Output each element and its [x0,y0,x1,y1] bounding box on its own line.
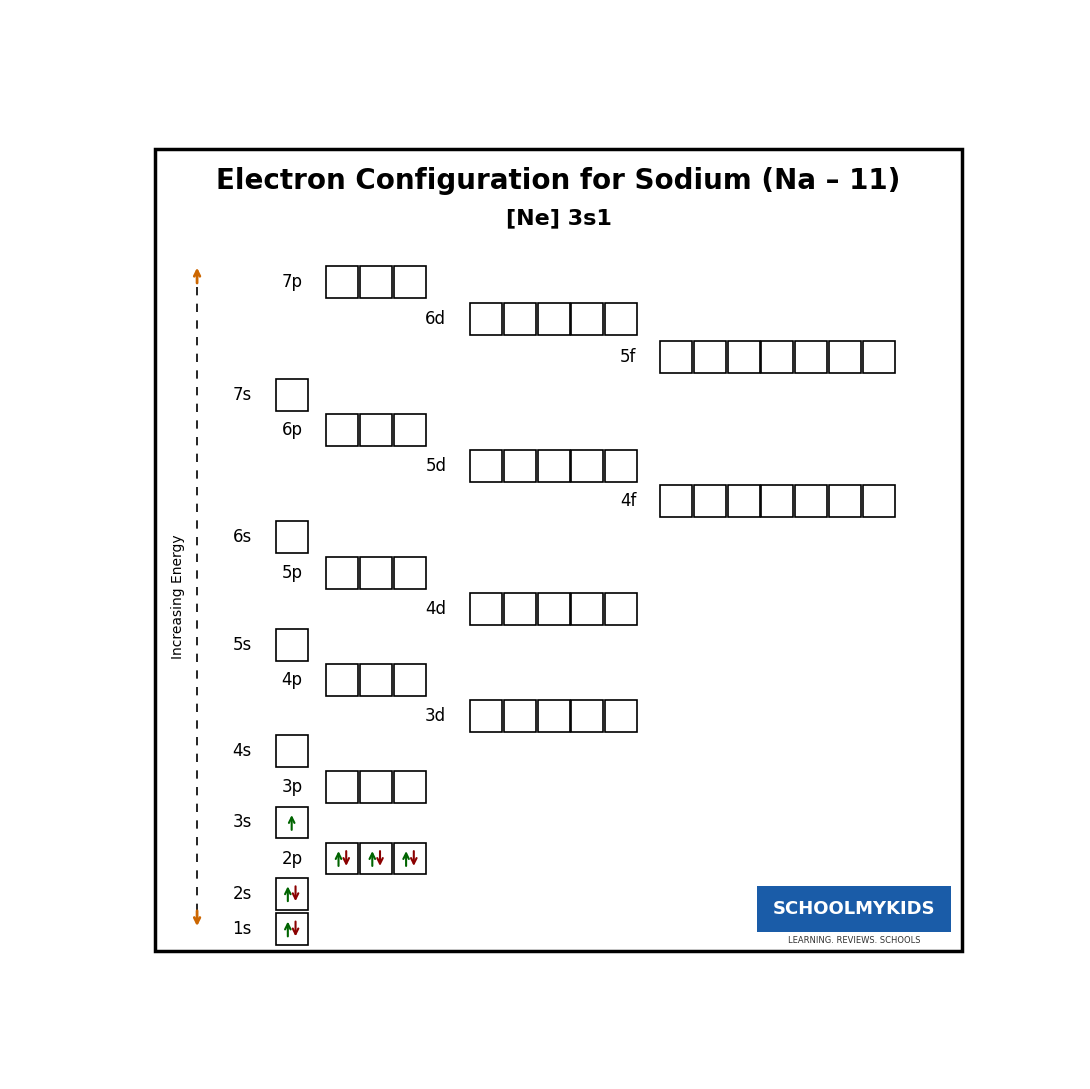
Bar [470,304,502,335]
Bar [326,771,359,804]
Bar [276,913,307,945]
Bar [571,450,604,482]
Bar [276,807,307,839]
Text: 2s: 2s [232,884,252,903]
Text: 4d: 4d [425,600,446,617]
Bar [276,379,307,411]
Bar [829,486,861,517]
Bar [571,592,604,625]
Text: Increasing Energy: Increasing Energy [171,535,185,659]
Bar [504,450,536,482]
Text: 6d: 6d [425,310,446,329]
Bar [393,266,426,297]
Text: 3d: 3d [425,707,446,725]
Bar [276,878,307,909]
Bar [537,450,570,482]
Text: 6s: 6s [233,528,252,547]
Bar [829,341,861,374]
Text: 7s: 7s [233,386,252,404]
Bar [470,592,502,625]
Bar [326,558,359,589]
Bar [728,341,760,374]
Text: 6p: 6p [281,421,303,439]
Bar [504,700,536,732]
Bar [605,592,638,625]
Text: 2p: 2p [281,849,303,868]
Bar [796,486,827,517]
Bar [470,700,502,732]
Bar [276,735,307,767]
Bar [360,843,392,874]
Bar [470,450,502,482]
Bar [537,304,570,335]
Text: 5p: 5p [281,564,303,583]
Bar [393,414,426,446]
Bar [694,341,726,374]
Bar [360,664,392,696]
Bar [393,664,426,696]
Bar [537,700,570,732]
Bar [504,304,536,335]
Bar [605,700,638,732]
Bar [504,592,536,625]
Bar [276,628,307,661]
Bar [863,341,895,374]
Text: 5s: 5s [233,636,252,653]
Bar [326,414,359,446]
Text: LEARNING. REVIEWS. SCHOOLS: LEARNING. REVIEWS. SCHOOLS [788,937,921,945]
Text: 4f: 4f [620,492,637,511]
Bar [326,664,359,696]
Bar [360,558,392,589]
Bar [393,771,426,804]
Bar [571,304,604,335]
Text: 3s: 3s [232,813,252,832]
Bar [276,522,307,553]
Text: 4s: 4s [233,743,252,760]
Text: Electron Configuration for Sodium (Na – 11): Electron Configuration for Sodium (Na – … [217,167,900,195]
Bar [605,450,638,482]
Text: 5d: 5d [425,457,446,475]
Bar [571,700,604,732]
Bar [796,341,827,374]
Bar [761,486,794,517]
Bar [393,558,426,589]
Bar [360,414,392,446]
Bar [694,486,726,517]
Text: SCHOOLMYKIDS: SCHOOLMYKIDS [773,901,935,918]
Bar [360,771,392,804]
Bar [326,843,359,874]
Text: 3p: 3p [281,779,303,796]
Bar [326,266,359,297]
Bar [393,843,426,874]
Bar [661,486,692,517]
Bar [537,592,570,625]
Bar [761,341,794,374]
Text: 5f: 5f [620,348,637,366]
Text: 4p: 4p [281,671,303,689]
Text: 1s: 1s [232,920,252,938]
Bar [605,304,638,335]
Bar [863,486,895,517]
Bar [360,266,392,297]
Text: [Ne] 3s1: [Ne] 3s1 [506,209,611,229]
Bar [661,341,692,374]
Text: 7p: 7p [281,272,303,291]
Bar [758,886,952,932]
Bar [728,486,760,517]
